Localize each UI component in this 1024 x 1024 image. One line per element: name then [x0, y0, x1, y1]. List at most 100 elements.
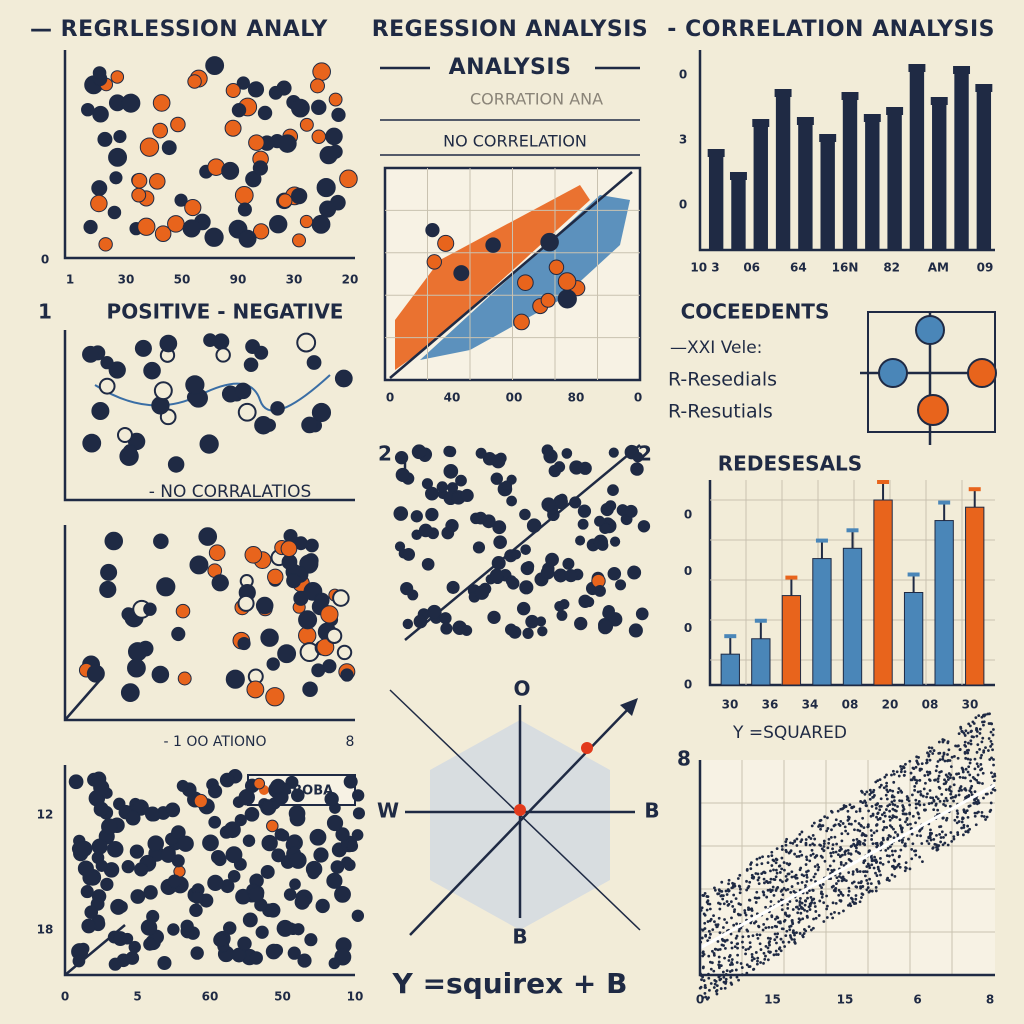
dot	[927, 835, 931, 839]
dot	[861, 885, 865, 888]
axis	[63, 330, 355, 502]
dot	[224, 821, 241, 839]
dot	[764, 954, 767, 958]
dot	[340, 668, 354, 682]
dot	[291, 98, 310, 118]
dot	[632, 451, 644, 463]
dot	[782, 861, 786, 864]
dot	[109, 171, 123, 185]
dot	[755, 962, 759, 966]
dot	[242, 834, 256, 847]
dot	[898, 854, 901, 858]
bar	[820, 139, 835, 251]
dot	[725, 893, 729, 896]
dot	[795, 844, 799, 847]
dot	[738, 873, 742, 877]
bar	[865, 119, 880, 251]
dot	[839, 862, 843, 866]
dot	[914, 765, 918, 769]
dot	[800, 905, 803, 909]
panel-b-title: NO CORRELATION	[443, 132, 587, 151]
dot	[847, 886, 851, 890]
dot	[757, 925, 761, 929]
dot	[793, 852, 797, 856]
dot	[982, 796, 985, 800]
dot	[926, 792, 929, 796]
dot	[298, 626, 317, 645]
dot	[756, 878, 760, 882]
dot	[942, 799, 946, 803]
dot	[148, 173, 166, 190]
dot	[875, 829, 879, 833]
dot	[873, 794, 876, 797]
dot	[277, 829, 290, 842]
x-tick-label: 08	[842, 698, 859, 712]
dot	[861, 816, 865, 820]
dot	[772, 877, 776, 881]
dot	[826, 846, 830, 850]
dot	[707, 929, 711, 933]
dot	[870, 863, 874, 867]
dot	[969, 758, 972, 762]
dot	[202, 834, 219, 852]
dot	[960, 788, 963, 792]
dot	[964, 729, 968, 733]
dot	[982, 815, 986, 818]
dot	[783, 868, 786, 872]
dot	[883, 775, 887, 779]
dot	[277, 644, 297, 664]
dot	[910, 857, 914, 861]
bar	[976, 89, 992, 251]
panel-a	[63, 50, 355, 260]
dot	[984, 746, 987, 750]
dot	[920, 842, 924, 845]
dot	[455, 474, 467, 487]
dot	[939, 836, 943, 839]
dot	[823, 859, 827, 863]
dot	[963, 776, 967, 780]
dot	[895, 770, 899, 774]
dot	[306, 355, 322, 370]
dot	[730, 916, 733, 920]
dot	[225, 846, 243, 864]
dot	[810, 824, 814, 828]
dot	[723, 986, 727, 990]
dot	[872, 866, 876, 870]
dot	[909, 771, 913, 775]
dot	[803, 903, 807, 907]
dot	[893, 859, 897, 863]
dot	[750, 873, 754, 877]
dot	[858, 870, 862, 873]
dot	[844, 861, 848, 865]
dot	[827, 837, 831, 841]
x-tick-label: 36	[762, 698, 779, 712]
dot	[927, 754, 931, 758]
dot	[796, 911, 800, 915]
dot	[174, 193, 188, 207]
dot	[885, 854, 889, 858]
dot	[866, 882, 870, 885]
dot	[635, 607, 649, 621]
dot	[812, 917, 815, 921]
dot	[918, 829, 921, 833]
dot	[706, 899, 710, 903]
dot	[973, 757, 977, 761]
dot	[92, 105, 109, 123]
dot	[324, 791, 339, 807]
dot	[765, 917, 769, 921]
dot	[762, 893, 766, 897]
dot	[795, 931, 798, 935]
dot	[938, 825, 941, 829]
dot	[607, 484, 619, 496]
dot	[852, 842, 856, 846]
dot	[910, 793, 914, 797]
dot	[846, 848, 850, 852]
dot	[778, 871, 782, 874]
dot	[807, 925, 811, 929]
dot	[447, 482, 459, 494]
bar-cap	[863, 114, 881, 122]
dot	[709, 982, 713, 985]
axes-diagram	[389, 689, 641, 936]
dot	[833, 910, 836, 914]
dot	[807, 835, 811, 839]
